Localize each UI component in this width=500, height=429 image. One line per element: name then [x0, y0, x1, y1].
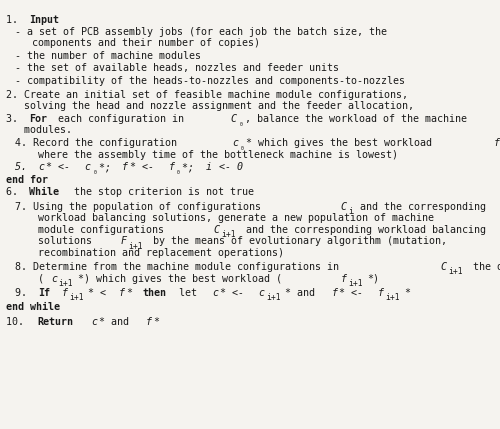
Text: C: C: [441, 262, 447, 272]
Text: - a set of PCB assembly jobs (for each job the batch size, the: - a set of PCB assembly jobs (for each j…: [15, 27, 387, 37]
Text: 10.: 10.: [6, 317, 30, 326]
Text: solutions: solutions: [20, 236, 98, 246]
Text: then: then: [142, 288, 167, 298]
Text: i+1: i+1: [69, 293, 84, 302]
Text: ₀: ₀: [238, 119, 243, 128]
Text: C: C: [214, 225, 220, 235]
Text: each configuration in: each configuration in: [52, 114, 190, 124]
Text: where the assembly time of the bottleneck machine is lowest): where the assembly time of the bottlenec…: [20, 150, 398, 160]
Text: let: let: [173, 288, 203, 298]
Text: *): *): [368, 274, 380, 284]
Text: - the set of available heads, nozzles and feeder units: - the set of available heads, nozzles an…: [15, 63, 339, 73]
Text: f: f: [378, 288, 384, 298]
Text: If: If: [38, 288, 50, 298]
Text: 7. Using the population of configurations: 7. Using the population of configuration…: [15, 202, 267, 211]
Text: recombination and replacement operations): recombination and replacement operations…: [20, 248, 284, 258]
Text: module configurations: module configurations: [20, 225, 170, 235]
Text: * and: * and: [99, 317, 135, 326]
Text: end while: end while: [6, 302, 60, 312]
Text: i: i: [348, 207, 353, 216]
Text: For: For: [29, 114, 47, 124]
Text: end for: end for: [6, 175, 48, 184]
Text: , balance the workload of the machine: , balance the workload of the machine: [244, 114, 466, 124]
Text: F: F: [120, 236, 126, 246]
Text: and the corresponding workload balancing: and the corresponding workload balancing: [240, 225, 486, 235]
Text: ₀: ₀: [240, 143, 244, 152]
Text: While: While: [29, 187, 59, 197]
Text: * <-: * <-: [339, 288, 369, 298]
Text: 4. Record the configuration: 4. Record the configuration: [15, 138, 183, 148]
Text: - compatibility of the heads-to-nozzles and components-to-nozzles: - compatibility of the heads-to-nozzles …: [15, 76, 405, 85]
Text: - the number of machine modules: - the number of machine modules: [15, 51, 201, 60]
Text: * <-: * <-: [130, 162, 160, 172]
Text: solving the head and nozzle assignment and the feeder allocation,: solving the head and nozzle assignment a…: [6, 101, 420, 111]
Text: workload balancing solutions, generate a new population of machine: workload balancing solutions, generate a…: [20, 213, 434, 223]
Text: 9.: 9.: [15, 288, 33, 298]
Text: f: f: [168, 162, 174, 172]
Text: 3.: 3.: [6, 114, 24, 124]
Text: *;: *;: [98, 162, 116, 172]
Text: f: f: [122, 162, 128, 172]
Text: i+1: i+1: [448, 267, 463, 276]
Text: by the means of evolutionary algorithm (mutation,: by the means of evolutionary algorithm (…: [148, 236, 448, 246]
Text: * <-: * <-: [46, 162, 76, 172]
Text: c: c: [51, 274, 57, 284]
Text: f: f: [62, 288, 68, 298]
Text: C: C: [230, 114, 236, 124]
Text: <- 0: <- 0: [214, 162, 244, 172]
Text: f: f: [494, 138, 500, 148]
Text: c: c: [91, 317, 97, 326]
Text: i+1: i+1: [128, 242, 143, 251]
Text: Return: Return: [37, 317, 73, 326]
Text: c: c: [84, 162, 90, 172]
Text: f: f: [119, 288, 125, 298]
Text: c: c: [258, 288, 264, 298]
Text: i+1: i+1: [386, 293, 400, 302]
Text: c: c: [38, 162, 44, 172]
Text: modules.: modules.: [6, 125, 72, 135]
Text: (: (: [20, 274, 44, 284]
Text: f: f: [146, 317, 152, 326]
Text: C: C: [340, 202, 346, 211]
Text: ₀: ₀: [92, 167, 98, 176]
Text: i+1: i+1: [58, 279, 74, 288]
Text: 1.: 1.: [6, 15, 24, 24]
Text: f: f: [332, 288, 338, 298]
Text: * <: * <: [88, 288, 112, 298]
Text: *: *: [127, 288, 139, 298]
Text: f: f: [341, 274, 347, 284]
Text: c: c: [232, 138, 238, 148]
Text: i+1: i+1: [222, 230, 236, 239]
Text: *) which gives the best workload (: *) which gives the best workload (: [78, 274, 282, 284]
Text: and the corresponding: and the corresponding: [354, 202, 486, 211]
Text: the one: the one: [468, 262, 500, 272]
Text: 6.: 6.: [6, 187, 24, 197]
Text: * <-: * <-: [220, 288, 250, 298]
Text: i+1: i+1: [348, 279, 363, 288]
Text: 2. Create an initial set of feasible machine module configurations,: 2. Create an initial set of feasible mac…: [6, 90, 408, 100]
Text: Input: Input: [29, 15, 59, 24]
Text: *: *: [404, 288, 410, 298]
Text: c: c: [212, 288, 218, 298]
Text: the stop criterion is not true: the stop criterion is not true: [68, 187, 254, 197]
Text: 5.: 5.: [15, 162, 33, 172]
Text: i: i: [206, 162, 212, 172]
Text: * and: * and: [285, 288, 321, 298]
Text: components and their number of copies): components and their number of copies): [20, 38, 260, 48]
Text: *;: *;: [182, 162, 200, 172]
Text: *: *: [153, 317, 159, 326]
Text: * which gives the best workload: * which gives the best workload: [246, 138, 438, 148]
Text: i+1: i+1: [266, 293, 281, 302]
Text: 8. Determine from the machine module configurations in: 8. Determine from the machine module con…: [15, 262, 345, 272]
Text: ₀: ₀: [176, 167, 181, 176]
